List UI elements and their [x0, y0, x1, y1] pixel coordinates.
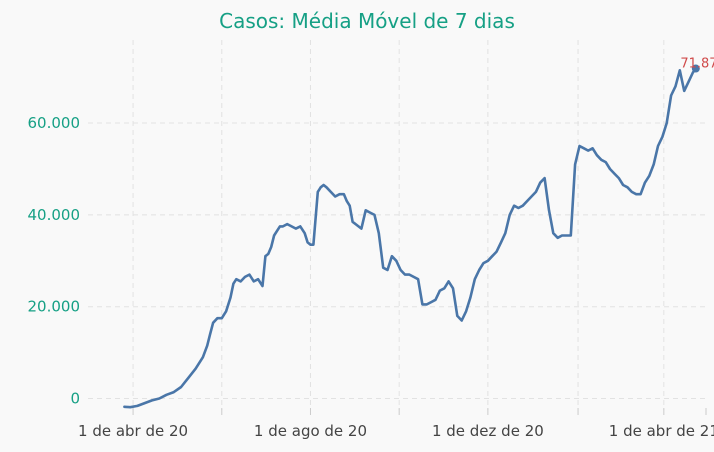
annotation-group: 71.872 [680, 57, 714, 73]
y-tick-label: 60.000 [28, 114, 81, 132]
y-tick-label: 40.000 [28, 206, 81, 224]
x-tick-label: 1 de dez de 20 [432, 422, 544, 440]
y-axis: 0 20.000 40.000 60.000 [28, 114, 81, 407]
chart-title: Casos: Média Móvel de 7 dias [219, 9, 515, 33]
x-tick-label: 1 de abr de 20 [78, 422, 188, 440]
x-axis: 1 de abr de 20 1 de ago de 20 1 de dez de … [78, 408, 714, 440]
series-line [123, 67, 698, 409]
y-tick-label: 20.000 [28, 298, 81, 316]
x-tick-label: 1 de abr de 21 [609, 422, 714, 440]
y-tick-label: 0 [70, 390, 80, 408]
last-value-label: 71.872 [680, 57, 714, 72]
series-group [123, 67, 698, 409]
x-tick-label: 1 de ago de 20 [254, 422, 367, 440]
last-point-marker [691, 64, 700, 73]
gridlines [88, 40, 706, 410]
